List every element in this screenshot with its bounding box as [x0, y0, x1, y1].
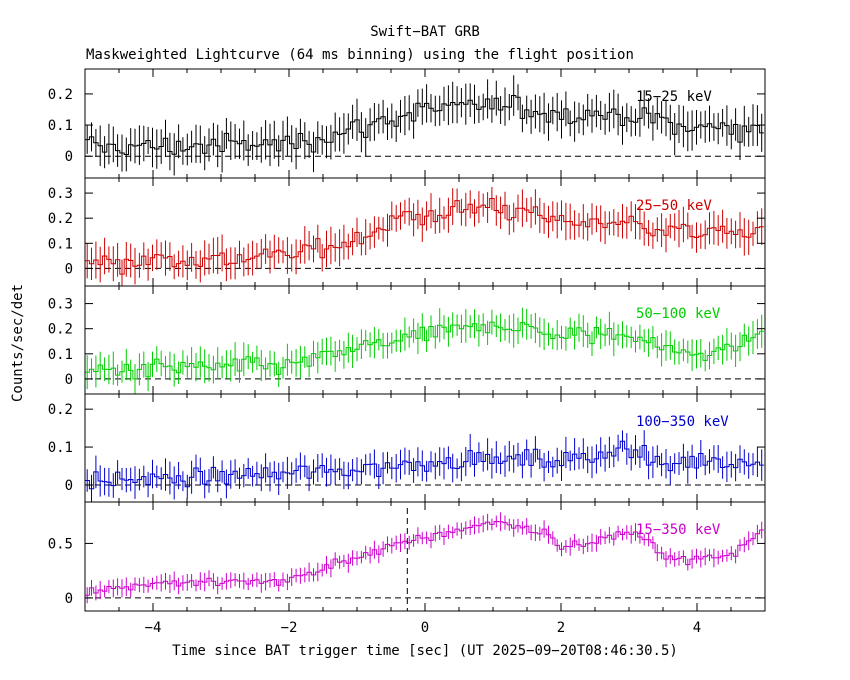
lightcurve-line: [85, 440, 764, 490]
y-tick-label: 0.1: [48, 347, 73, 363]
y-tick-label: 0: [65, 591, 73, 607]
lightcurve-line: [85, 95, 764, 155]
y-tick-label: 0.2: [48, 402, 73, 418]
y-tick-label: 0.3: [48, 297, 73, 313]
panel-3: 0 0.1 0.2 0.3 50−100 keV: [48, 285, 766, 395]
band-label: 15−350 keV: [636, 522, 721, 538]
y-tick-label: 0.5: [48, 536, 73, 552]
y-tick-label: 0: [65, 372, 73, 388]
band-label: 15−25 keV: [636, 89, 712, 105]
x-tick-label: −4: [145, 620, 162, 636]
panel-1: 0 0.1 0.2 15−25 keV: [48, 68, 766, 179]
chart-title: Swift−BAT GRB: [370, 24, 480, 40]
panel-frame: [84, 501, 766, 612]
x-tick-label: 4: [693, 620, 701, 636]
chart-subtitle: Maskweighted Lightcurve (64 ms binning) …: [86, 47, 634, 63]
band-label: 25−50 keV: [636, 198, 712, 214]
y-tick-label: 0.2: [48, 211, 73, 227]
y-axis-label: Counts/sec/det: [10, 284, 26, 402]
x-tick-label: −2: [281, 620, 298, 636]
x-tick-label: 2: [557, 620, 565, 636]
lightcurve-line: [85, 198, 764, 275]
y-tick-label: 0: [65, 261, 73, 277]
y-tick-label: 0.2: [48, 87, 73, 103]
lightcurve-line: [85, 521, 764, 596]
y-tick-label: 0.1: [48, 118, 73, 134]
y-tick-label: 0: [65, 478, 73, 494]
lightcurve-line: [85, 321, 764, 380]
x-axis-label: Time since BAT trigger time [sec] (UT 20…: [172, 643, 678, 659]
x-tick-labels: −4 −2 0 2 4: [145, 620, 702, 636]
panel-5: 0 0.5 15−350 keV: [48, 501, 766, 612]
y-tick-label: 0.1: [48, 236, 73, 252]
panel-4: 0 0.1 0.2 100−350 keV: [48, 393, 766, 503]
y-tick-label: 0.1: [48, 440, 73, 456]
band-label: 100−350 keV: [636, 414, 729, 430]
y-tick-label: 0.2: [48, 322, 73, 338]
x-tick-label: 0: [421, 620, 429, 636]
panel-2: 0 0.1 0.2 0.3 25−50 keV: [48, 177, 766, 287]
y-tick-label: 0: [65, 149, 73, 165]
band-label: 50−100 keV: [636, 306, 721, 322]
y-tick-label: 0.3: [48, 186, 73, 202]
